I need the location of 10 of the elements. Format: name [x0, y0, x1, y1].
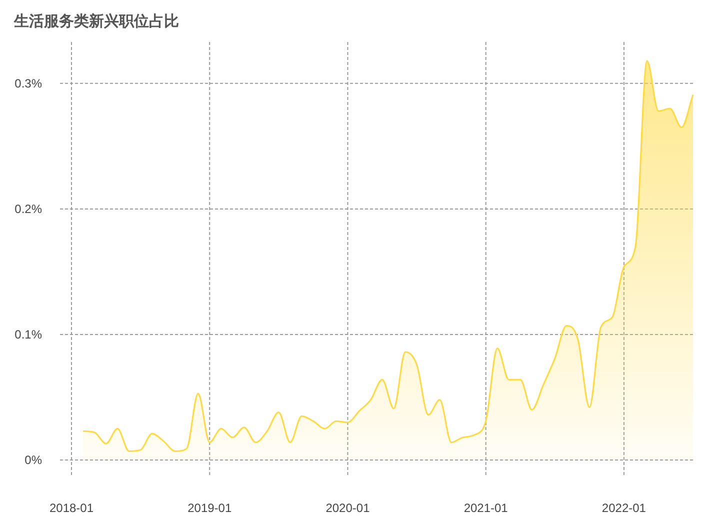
x-tick-label: 2020-01 — [326, 501, 370, 515]
y-tick-label: 0.2% — [14, 202, 42, 216]
chart-title: 生活服务类新兴职位占比 — [13, 12, 179, 30]
x-tick-label: 2021-01 — [464, 501, 508, 515]
x-tick-label: 2019-01 — [188, 501, 232, 515]
x-tick-label: 2018-01 — [49, 501, 94, 515]
y-tick-label: 0.1% — [14, 327, 42, 342]
y-tick-label: 0.3% — [14, 76, 42, 90]
y-tick-label: 0% — [24, 453, 42, 467]
x-tick-label: 2022-01 — [602, 501, 646, 515]
